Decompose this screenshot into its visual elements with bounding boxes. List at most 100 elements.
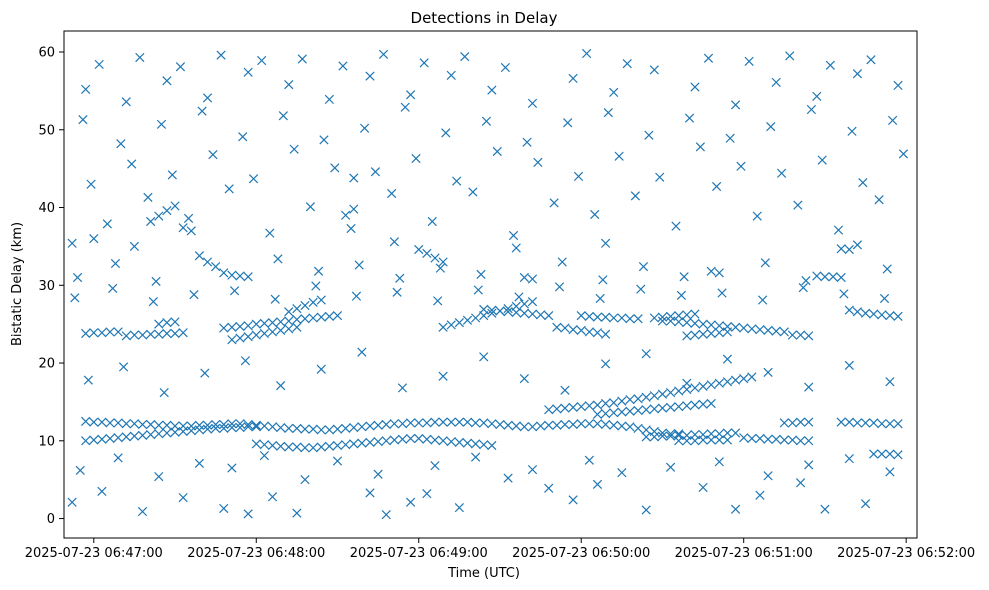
data-point [866,55,876,65]
data-point [446,320,456,330]
data-point [527,274,538,284]
data-point [763,471,773,481]
data-point [332,310,343,321]
marks-layer [67,48,909,520]
data-point [292,423,302,433]
data-point [617,396,627,406]
data-point [170,317,180,327]
data-point [389,237,399,247]
data-point [452,176,462,186]
data-point [156,119,167,129]
data-point [722,377,733,387]
data-point [804,417,814,427]
data-point [354,260,364,270]
data-point [86,179,96,189]
data-point [671,221,681,231]
data-point [365,421,375,431]
data-point [617,421,627,431]
data-point [665,316,676,326]
data-point [839,289,849,299]
data-point [178,223,188,233]
data-point [573,171,584,182]
data-point [243,272,253,282]
data-point [438,257,448,267]
data-point [405,418,416,428]
data-point [690,400,700,410]
data-point [752,211,762,221]
data-point [224,184,234,194]
data-point [787,330,798,340]
data-point [243,419,253,430]
data-point [584,327,594,337]
data-point [869,449,879,459]
data-point [552,322,562,332]
data-point [332,456,343,466]
data-point [235,333,245,343]
data-point [519,422,529,432]
data-point [877,310,887,320]
data-point [747,433,757,444]
data-point [657,389,668,399]
data-point [438,417,448,427]
data-point [305,202,316,212]
data-point [657,312,668,322]
data-point [167,170,177,180]
data-point [665,311,676,322]
data-point [706,266,716,276]
data-point [227,270,237,280]
data-point [395,273,405,283]
data-point [422,489,432,499]
data-point [454,503,464,513]
data-point [446,70,456,80]
data-point [625,394,635,405]
data-point [836,244,846,254]
data-point [836,272,846,283]
data-point [690,82,700,92]
data-point [154,429,164,439]
data-point [665,429,676,439]
data-point [519,373,529,384]
data-point [860,499,871,509]
data-point [113,433,123,443]
data-point [730,504,741,514]
data-point [771,326,781,336]
data-point [795,417,806,427]
data-point [682,436,692,446]
data-point [284,316,294,326]
data-point [129,330,140,340]
data-point [722,327,733,337]
data-point [690,436,700,446]
data-point [186,226,196,236]
data-point [877,419,887,429]
data-point [81,416,91,426]
data-point [519,299,529,309]
data-point [430,435,440,445]
data-point [297,54,307,64]
data-point [332,440,343,451]
data-point [357,422,367,432]
data-point [146,216,156,227]
data-point [885,310,895,321]
data-point [189,289,199,300]
data-point [776,168,787,178]
data-point [357,347,367,357]
data-point [200,368,210,378]
y-tick-label: 60 [38,45,55,60]
data-point [351,291,362,301]
data-point [714,328,724,338]
data-point [592,312,603,322]
data-point [665,402,676,412]
data-point [284,307,294,317]
data-point [717,288,727,298]
data-point [433,296,443,306]
data-point [641,505,651,515]
data-point [146,429,156,440]
data-point [714,435,724,445]
data-point [568,419,578,430]
data-point [576,419,586,429]
data-point [771,434,781,444]
data-point [801,275,811,286]
data-point [560,419,570,430]
data-point [148,296,158,307]
data-point [251,420,261,430]
